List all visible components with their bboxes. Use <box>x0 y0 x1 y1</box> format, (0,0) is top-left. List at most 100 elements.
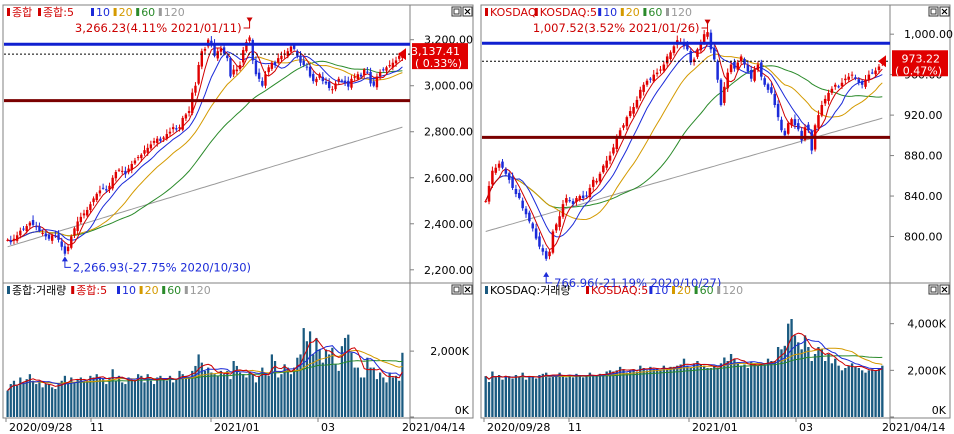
volume-bar <box>140 375 143 417</box>
candle-body <box>114 172 118 179</box>
candle-body <box>548 251 551 257</box>
volume-bar <box>595 376 598 417</box>
volume-bar <box>538 375 541 417</box>
legend-swatch <box>139 286 143 294</box>
candle-body <box>834 84 837 87</box>
price-legend-item: 120 <box>164 6 185 19</box>
candle-body <box>709 32 713 50</box>
candle-body <box>605 160 608 168</box>
candle-body <box>308 66 312 77</box>
legend-swatch <box>643 8 647 16</box>
volume-bar <box>114 380 117 417</box>
volume-bar <box>248 372 251 417</box>
candle-body <box>321 76 325 82</box>
volume-bar <box>184 375 188 417</box>
volume-bar <box>130 380 133 417</box>
volume-bar <box>375 379 379 417</box>
candle-body <box>149 144 153 149</box>
volume-bar <box>283 364 286 417</box>
candle-body <box>121 170 124 172</box>
candle-body <box>723 86 726 103</box>
price-restore-button[interactable] <box>451 6 462 17</box>
volume-bar <box>491 371 494 417</box>
price-restore-button[interactable] <box>928 6 939 17</box>
candle-body <box>289 46 293 52</box>
legend-swatch <box>620 8 624 16</box>
current-price-tag-bg <box>412 43 468 70</box>
volume-bar <box>331 347 334 417</box>
candle-body <box>222 47 226 54</box>
volume-bar <box>716 368 719 417</box>
volume-bar <box>511 378 514 417</box>
volume-bar <box>229 379 232 417</box>
volume-restore-button[interactable] <box>451 284 462 295</box>
candle-body <box>850 74 854 76</box>
legend-swatch <box>113 8 117 16</box>
volume-bar <box>850 363 854 417</box>
candle-body <box>669 52 672 60</box>
volume-tick-label: 0K <box>932 404 947 417</box>
volume-bar <box>773 361 776 417</box>
candle-body <box>187 111 191 113</box>
volume-restore-button[interactable] <box>928 284 939 295</box>
volume-bar <box>521 372 524 417</box>
candle-body <box>830 88 834 93</box>
candle-body <box>726 72 729 89</box>
volume-bar <box>534 378 538 417</box>
candle-body <box>372 81 375 86</box>
volume-bar <box>655 368 659 417</box>
volume-bar <box>581 377 585 417</box>
volume-bar <box>696 361 699 417</box>
candle-body <box>70 236 73 248</box>
volume-bar <box>226 370 229 417</box>
volume-bar <box>41 387 44 417</box>
volume-bar <box>337 370 340 417</box>
legend-swatch <box>136 8 140 16</box>
candle-body <box>598 173 602 182</box>
volume-bar <box>222 374 226 417</box>
volume-bar <box>207 367 210 417</box>
volume-bar <box>366 357 369 417</box>
low-annotation: 766.96(-21.19% 2020/10/27) <box>554 276 721 290</box>
candle-body <box>261 80 264 86</box>
volume-bar <box>401 352 404 417</box>
candle-body <box>353 76 356 78</box>
volume-bar <box>672 366 676 417</box>
candle-body <box>245 42 248 52</box>
volume-bar <box>47 384 51 417</box>
candle-body <box>840 82 844 87</box>
volume-bar <box>254 382 258 417</box>
candle-body <box>98 190 102 194</box>
candle-body <box>844 78 847 81</box>
candle-body <box>12 238 16 241</box>
volume-bar <box>776 347 780 417</box>
low-annotation: 2,266.93(-27.75% 2020/10/30) <box>73 260 251 274</box>
candle-body <box>127 168 130 173</box>
volume-bar <box>571 377 575 417</box>
candle-body <box>581 195 585 199</box>
candle-body <box>568 200 571 202</box>
price-tick-label: 880.00 <box>904 150 943 163</box>
candle-body <box>184 114 188 119</box>
volume-bar <box>197 354 200 417</box>
candle-body <box>140 154 143 159</box>
volume-legend-item: 60 <box>700 284 714 297</box>
volume-bar <box>210 372 213 417</box>
candle-body <box>753 69 756 81</box>
volume-bar <box>787 323 790 417</box>
candle-body <box>280 55 283 60</box>
candle-body <box>130 163 133 171</box>
candle-body <box>152 140 156 143</box>
legend-swatch <box>717 286 721 294</box>
volume-bar <box>770 361 773 417</box>
candle-body <box>655 72 659 75</box>
legend-swatch <box>534 8 538 16</box>
candle-body <box>22 228 25 230</box>
ma10-line <box>7 51 403 242</box>
volume-bar <box>803 335 807 417</box>
candle-body <box>608 155 612 161</box>
candle-body <box>628 111 632 117</box>
price-restore-icon <box>930 8 937 15</box>
volume-bar <box>592 375 595 417</box>
candle-body <box>378 71 382 77</box>
